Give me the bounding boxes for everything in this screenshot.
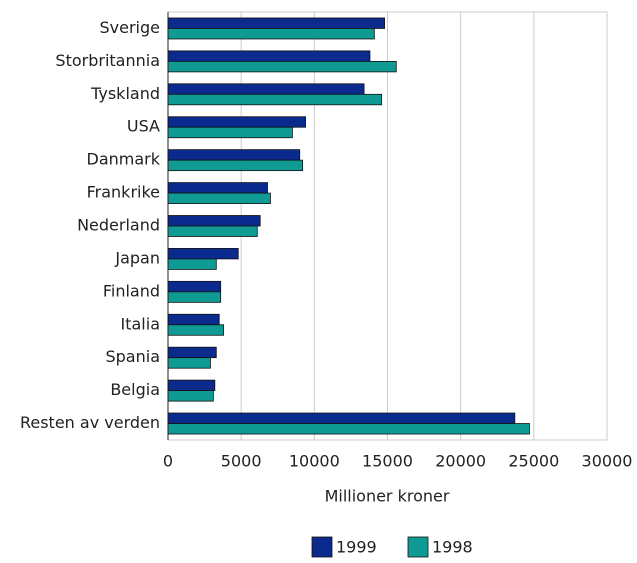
y-tick-label: Frankrike — [87, 183, 160, 202]
legend-label: 1998 — [432, 538, 473, 557]
x-tick-label: 0 — [163, 452, 173, 471]
bar — [167, 159, 304, 172]
x-tick-label: 10000 — [289, 452, 340, 471]
bar — [167, 412, 516, 424]
legend-label: 1999 — [336, 538, 377, 557]
bar — [167, 248, 239, 260]
bar — [167, 149, 301, 161]
bar — [167, 324, 225, 336]
bar — [167, 50, 371, 62]
y-tick-label: Tyskland — [90, 84, 160, 103]
x-axis-label: Millioner kroner — [325, 487, 450, 506]
y-tick-label: Spania — [105, 347, 160, 366]
y-tick-label: Belgia — [110, 380, 160, 399]
bar — [167, 313, 220, 326]
y-tick-label: Storbritannia — [55, 51, 160, 70]
bar — [167, 357, 211, 369]
y-tick-label: Sverige — [100, 18, 161, 37]
bar — [167, 379, 216, 392]
legend-swatch — [407, 536, 429, 558]
y-tick-label: Finland — [103, 281, 160, 300]
y-tick-label: Nederland — [77, 216, 160, 235]
legend-swatch — [311, 536, 333, 558]
bar — [167, 93, 383, 106]
bar — [167, 28, 375, 40]
bar — [167, 346, 217, 359]
bar — [167, 60, 397, 73]
bar — [167, 258, 217, 270]
bar — [167, 280, 222, 293]
bar — [167, 215, 261, 227]
bar — [167, 390, 214, 402]
bar — [167, 291, 222, 303]
y-tick-label: Japan — [114, 248, 160, 267]
y-tick-label: Danmark — [87, 150, 161, 169]
y-tick-label: Italia — [121, 314, 161, 333]
x-tick-label: 25000 — [508, 452, 559, 471]
bar — [167, 182, 268, 194]
bar — [167, 192, 271, 204]
bar — [167, 83, 365, 95]
x-tick-label: 5000 — [221, 452, 262, 471]
bar — [167, 225, 258, 237]
y-tick-label: USA — [127, 117, 160, 136]
x-tick-label: 20000 — [435, 452, 486, 471]
x-tick-label: 30000 — [582, 452, 633, 471]
y-tick-label: Resten av verden — [20, 413, 160, 432]
x-tick-label: 15000 — [362, 452, 413, 471]
bar — [167, 17, 385, 29]
bar — [167, 126, 293, 139]
bar — [167, 423, 530, 435]
bar — [167, 116, 306, 128]
